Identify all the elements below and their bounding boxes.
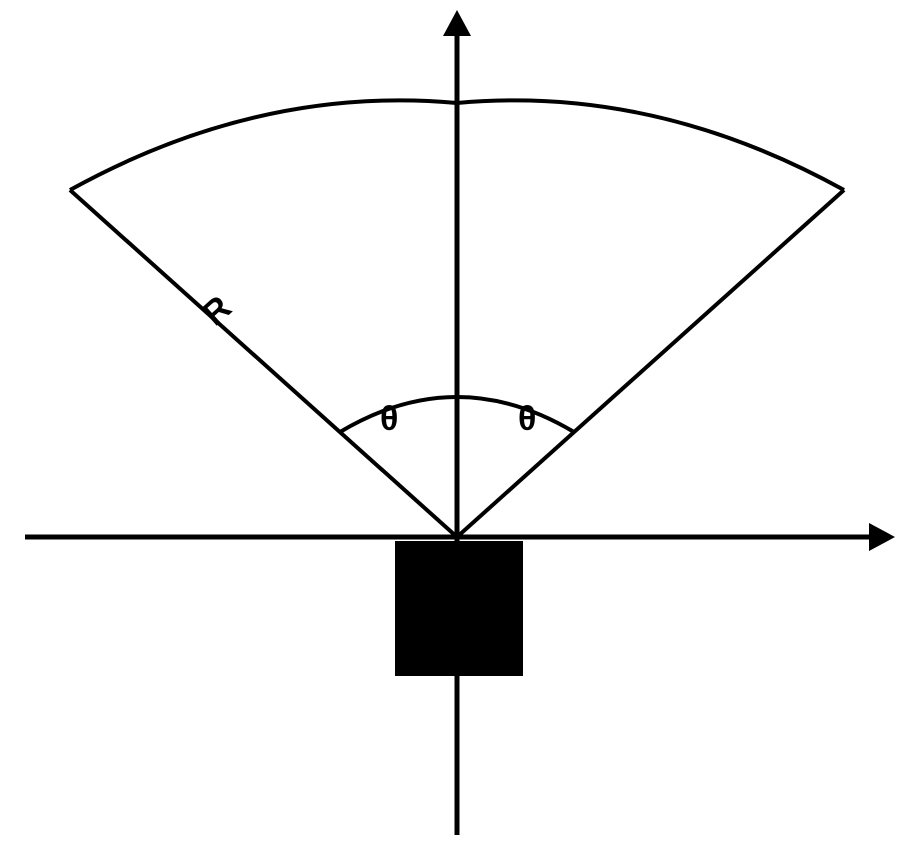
sector-right-line: [457, 190, 844, 537]
sector-left-line: [70, 190, 457, 537]
origin-square: [395, 541, 523, 676]
diagram-svg: [0, 0, 915, 843]
label-theta-right: θ: [518, 400, 536, 439]
diagram-container: R θ θ: [0, 0, 915, 843]
y-axis-arrow: [443, 10, 471, 36]
x-axis-arrow: [869, 523, 895, 551]
label-theta-left: θ: [380, 400, 398, 439]
